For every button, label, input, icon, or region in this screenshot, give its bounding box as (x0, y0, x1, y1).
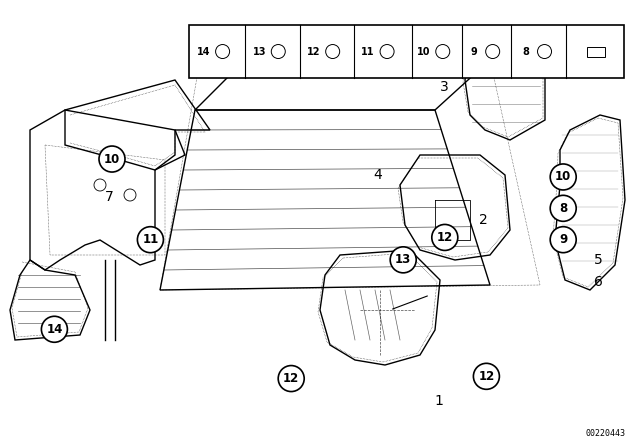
Circle shape (99, 146, 125, 172)
Text: 10: 10 (555, 170, 572, 184)
Text: 12: 12 (307, 47, 321, 56)
Text: 1: 1 (434, 394, 443, 408)
Text: 10: 10 (104, 152, 120, 166)
Text: 11: 11 (362, 47, 375, 56)
Text: 14: 14 (197, 47, 211, 56)
Text: 8: 8 (522, 47, 529, 56)
Text: 8: 8 (559, 202, 567, 215)
Text: 9: 9 (470, 47, 477, 56)
Text: 7: 7 (104, 190, 113, 204)
Bar (189, 25, 624, 78)
Text: 6: 6 (594, 275, 603, 289)
Text: 10: 10 (417, 47, 431, 56)
Text: 00220443: 00220443 (585, 429, 625, 438)
Circle shape (550, 195, 576, 221)
Text: 12: 12 (283, 372, 300, 385)
Text: 13: 13 (395, 253, 412, 267)
Text: 13: 13 (253, 47, 266, 56)
Circle shape (474, 363, 499, 389)
Circle shape (550, 164, 576, 190)
Text: 14: 14 (46, 323, 63, 336)
Text: 3: 3 (440, 80, 449, 95)
Text: 11: 11 (142, 233, 159, 246)
Circle shape (138, 227, 163, 253)
Text: 12: 12 (436, 231, 453, 244)
Circle shape (432, 224, 458, 250)
Text: 9: 9 (559, 233, 567, 246)
Circle shape (550, 227, 576, 253)
Circle shape (42, 316, 67, 342)
Text: 4: 4 (373, 168, 382, 182)
Text: 5: 5 (594, 253, 603, 267)
Bar (588, 47, 605, 56)
Text: 12: 12 (478, 370, 495, 383)
Circle shape (278, 366, 304, 392)
Circle shape (390, 247, 416, 273)
Text: 2: 2 (479, 212, 488, 227)
